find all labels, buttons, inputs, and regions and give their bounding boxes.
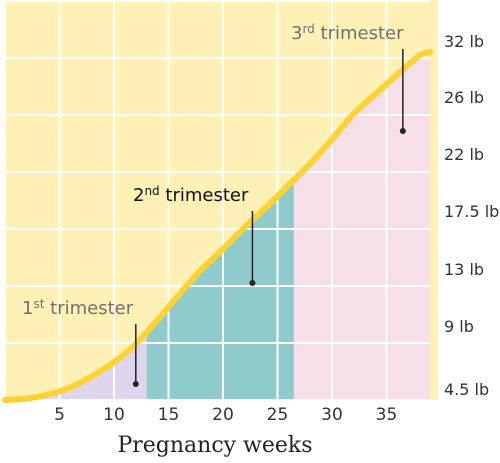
trimester-labels: 1st trimester 2nd trimester 3rd trimester bbox=[22, 22, 404, 319]
y-tick-label: 17.5 lb bbox=[444, 202, 499, 221]
x-tick-label: 30 bbox=[321, 405, 343, 425]
x-tick-label: 5 bbox=[54, 405, 65, 425]
x-tick-label: 25 bbox=[267, 405, 289, 425]
y-tick-label: 22 lb bbox=[444, 145, 484, 164]
x-tick-label: 20 bbox=[212, 405, 234, 425]
trimester-pointer-dot-2 bbox=[249, 280, 256, 286]
y-tick-label: 26 lb bbox=[444, 88, 484, 107]
trimester-label-1: 1st trimester bbox=[22, 297, 134, 319]
grid-lines bbox=[4, 0, 431, 401]
x-tick-label: 10 bbox=[103, 405, 125, 425]
trimester-region-1 bbox=[5, 331, 147, 400]
x-axis-ticks: 5 10 15 20 25 30 35 bbox=[54, 405, 397, 425]
y-axis-ticks: 4.5 lb 9 lb 13 lb 17.5 lb 22 lb 26 lb 32 lb bbox=[444, 32, 499, 399]
trimester-label-3: 3rd trimester bbox=[291, 22, 404, 44]
trimester-pointer-dot-3 bbox=[399, 128, 406, 134]
y-tick-label: 9 lb bbox=[444, 317, 474, 336]
trimester-region-3 bbox=[293, 52, 431, 400]
weight-curve bbox=[2, 49, 434, 403]
x-axis-title: Pregnancy weeks bbox=[117, 433, 312, 458]
trimester-label-2: 2nd trimester bbox=[133, 184, 249, 206]
trimester-region-2 bbox=[146, 179, 294, 400]
y-tick-label: 32 lb bbox=[444, 32, 484, 51]
x-tick-label: 15 bbox=[158, 405, 180, 425]
trimester-pointers bbox=[132, 49, 406, 387]
x-tick-label: 35 bbox=[376, 405, 398, 425]
y-tick-label: 4.5 lb bbox=[444, 380, 489, 399]
trimester-regions bbox=[5, 52, 431, 400]
y-tick-label: 13 lb bbox=[444, 260, 484, 279]
trimester-pointer-dot-1 bbox=[132, 381, 139, 387]
